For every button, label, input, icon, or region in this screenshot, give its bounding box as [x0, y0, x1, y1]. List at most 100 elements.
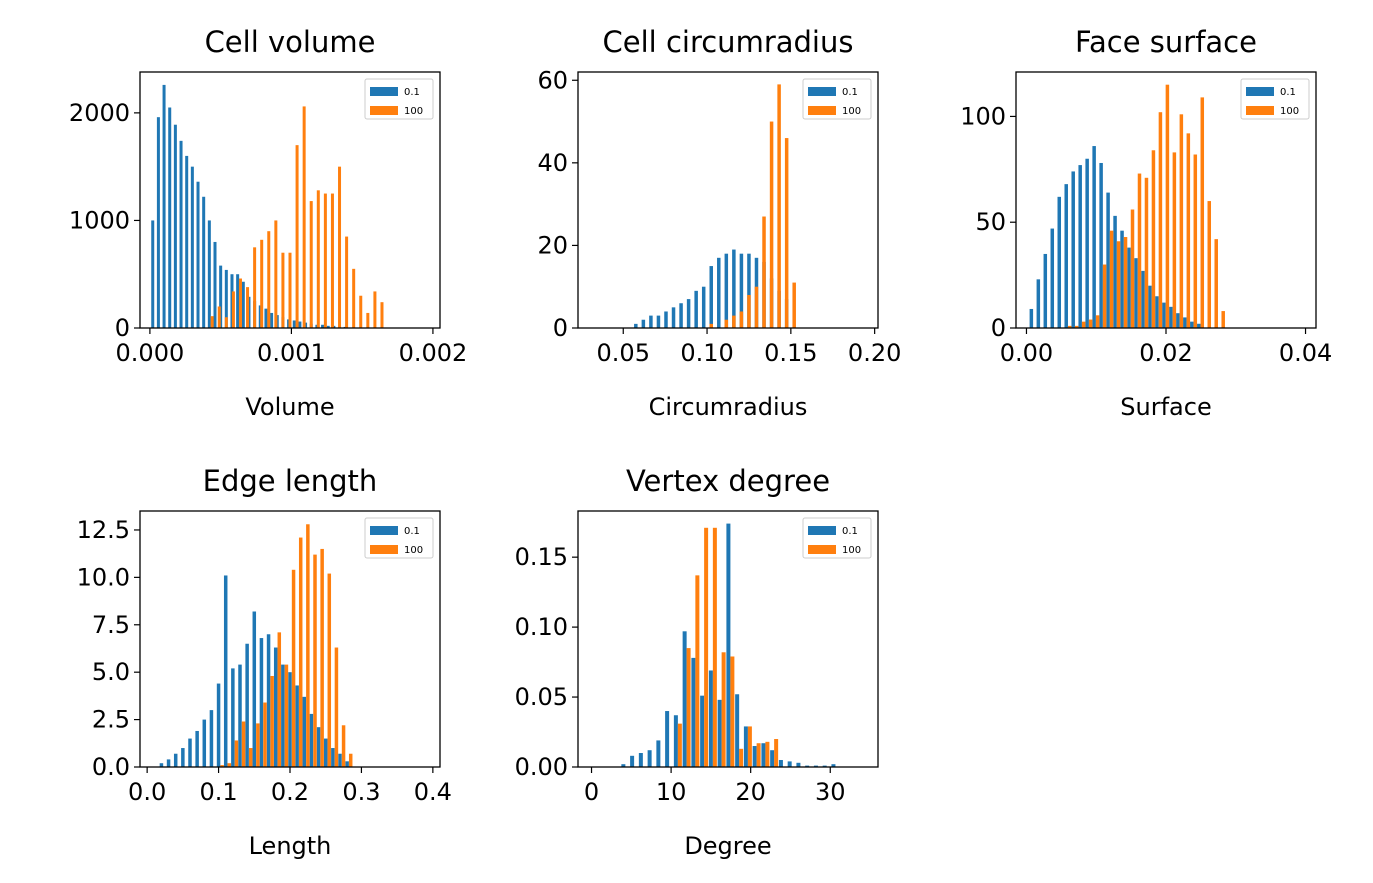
- bar: [1074, 325, 1079, 328]
- bar: [649, 315, 653, 328]
- bar: [295, 685, 299, 767]
- bar: [1190, 321, 1194, 328]
- legend-label: 0.1: [842, 526, 858, 537]
- bar: [1085, 158, 1089, 328]
- y-tick-label: 7.5: [92, 611, 130, 639]
- bar: [292, 320, 296, 328]
- axes-frame: [577, 71, 879, 329]
- axes-frame: [577, 510, 879, 768]
- bar: [1158, 112, 1163, 328]
- bar: [682, 631, 687, 767]
- bar: [717, 257, 721, 328]
- bar: [774, 739, 779, 767]
- bar: [216, 683, 221, 767]
- bar: [1155, 296, 1159, 328]
- bar: [1148, 285, 1152, 328]
- bar: [641, 319, 646, 328]
- bar: [1123, 237, 1128, 328]
- bar: [306, 524, 310, 767]
- bar: [327, 573, 332, 767]
- y-tick-label: 0.10: [515, 613, 568, 641]
- bar: [717, 699, 722, 767]
- legend-label: 100: [404, 106, 423, 117]
- bar: [1057, 196, 1062, 328]
- bar: [241, 721, 246, 767]
- bar: [724, 319, 729, 328]
- chart-title: Cell volume: [205, 25, 376, 59]
- bar: [238, 664, 242, 767]
- bar: [345, 761, 349, 767]
- bar: [281, 664, 285, 767]
- x-tick-label: 30: [815, 778, 846, 806]
- bar: [679, 303, 683, 328]
- x-tick-label: 0.00: [1000, 339, 1053, 367]
- y-tick-label: 2000: [69, 99, 130, 127]
- x-tick-label: 0.15: [764, 339, 817, 367]
- bar: [267, 231, 271, 328]
- legend-label: 100: [842, 545, 861, 556]
- x-tick-label: 0: [584, 778, 599, 806]
- subplot-4: 0.0 0.1 0.2 0.3 0.4 0.0 2.5 5.0 7.5 10.0 12.5 Edge …: [77, 464, 452, 860]
- bar: [1043, 253, 1048, 328]
- bar: [173, 753, 178, 767]
- bar: [224, 269, 228, 328]
- bar: [1036, 279, 1041, 328]
- bar: [1116, 241, 1121, 328]
- subplot-5: 0 10 20 30 0.00 0.05 0.10 0.15 Vertex degree Degr…: [515, 464, 879, 860]
- legend: 0.1 100: [364, 517, 434, 559]
- bar: [209, 710, 214, 767]
- bar: [770, 750, 775, 767]
- x-tick-label: 0.3: [342, 778, 380, 806]
- bar: [348, 753, 353, 767]
- y-tick-label: 0.15: [515, 543, 568, 571]
- bar: [1050, 228, 1055, 328]
- bar: [188, 738, 192, 767]
- bar: [1144, 177, 1149, 328]
- bar: [1141, 270, 1145, 328]
- bar: [792, 282, 796, 328]
- bar: [309, 201, 313, 328]
- bar: [207, 220, 211, 328]
- bar: [166, 759, 171, 767]
- x-axis-label: Degree: [684, 832, 771, 860]
- bar: [316, 727, 321, 767]
- legend-swatch: [808, 87, 836, 96]
- bar: [732, 315, 736, 328]
- bar: [220, 765, 224, 767]
- bar: [1113, 215, 1117, 328]
- bar: [259, 638, 264, 767]
- bar: [1162, 302, 1166, 328]
- bar: [665, 711, 670, 767]
- bar: [739, 748, 744, 767]
- bar: [1109, 230, 1114, 328]
- bar: [270, 675, 274, 767]
- bar: [295, 145, 299, 328]
- bar: [1092, 146, 1096, 328]
- bar: [1186, 133, 1191, 328]
- bar: [1099, 162, 1103, 328]
- bar: [195, 730, 199, 767]
- legend-label: 100: [404, 545, 423, 556]
- x-tick-label: 0.02: [1139, 339, 1192, 367]
- bar: [1169, 306, 1173, 328]
- y-tick-label: 5.0: [92, 658, 130, 686]
- bar: [352, 268, 356, 328]
- x-tick-label: 0.001: [257, 339, 326, 367]
- bar: [284, 664, 289, 767]
- bar: [380, 302, 384, 328]
- bar: [196, 181, 200, 328]
- bar: [302, 696, 307, 767]
- legend-swatch: [808, 106, 836, 115]
- bar: [252, 611, 257, 767]
- y-tick-label: 0.00: [515, 753, 568, 781]
- bar: [173, 124, 177, 329]
- x-tick-label: 0.20: [848, 339, 901, 367]
- bar: [236, 274, 240, 328]
- bar: [691, 657, 696, 767]
- chart-title: Edge length: [203, 464, 378, 498]
- bar: [1067, 325, 1072, 328]
- bar: [273, 647, 278, 767]
- bar: [185, 155, 189, 328]
- bar: [1137, 173, 1142, 328]
- bar: [656, 740, 661, 767]
